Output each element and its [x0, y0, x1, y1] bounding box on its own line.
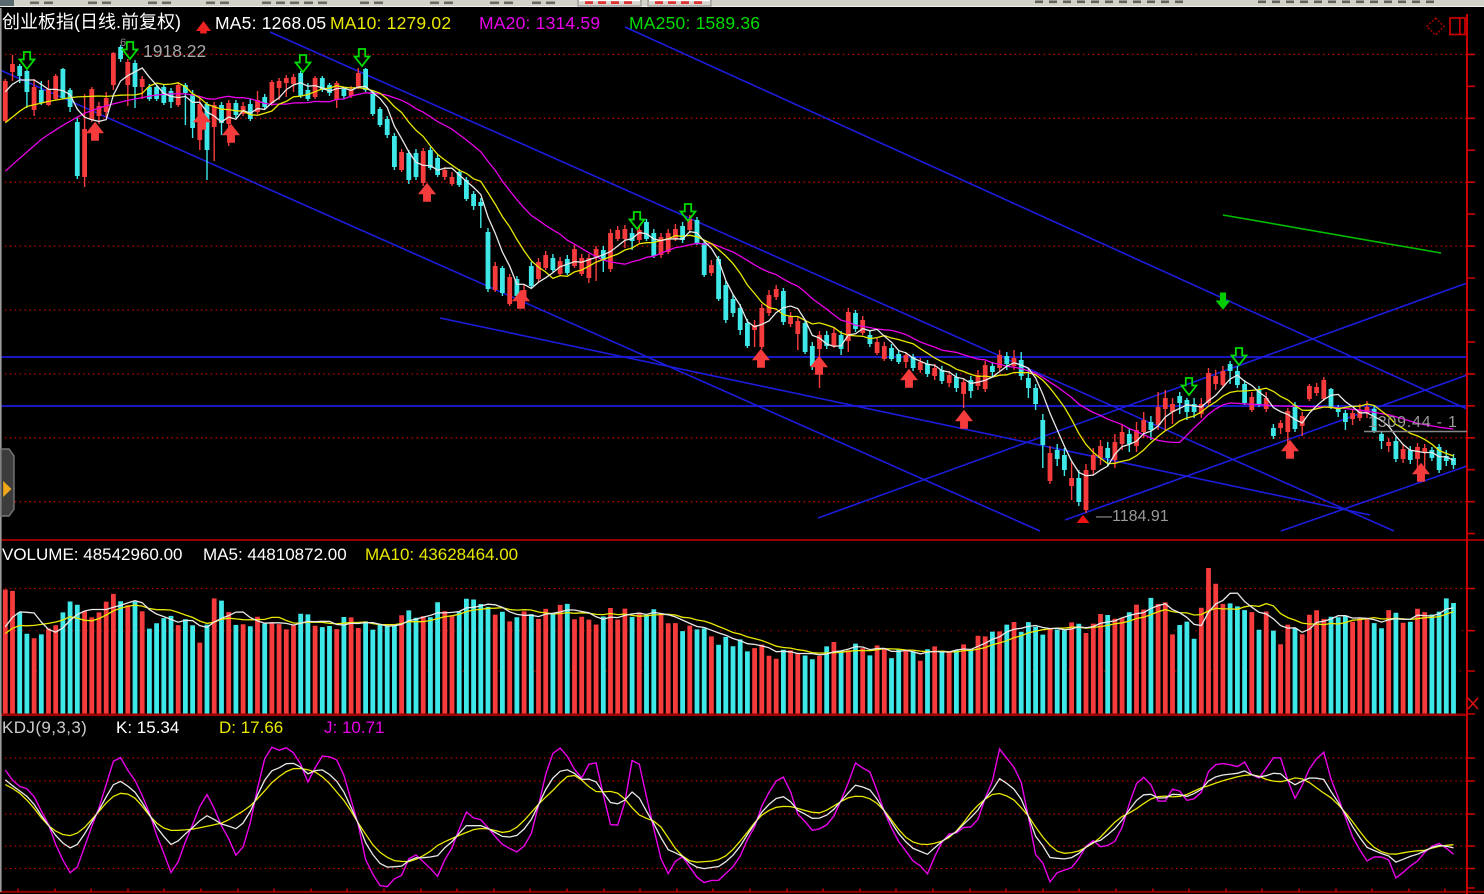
svg-text:K: 15.34: K: 15.34 — [116, 718, 179, 737]
svg-text:KDJ(9,3,3): KDJ(9,3,3) — [2, 718, 87, 737]
svg-text:1918.22: 1918.22 — [143, 41, 206, 61]
svg-text:VOLUME: 48542960.00: VOLUME: 48542960.00 — [2, 545, 183, 564]
svg-text:MA5: 44810872.00: MA5: 44810872.00 — [203, 545, 347, 564]
svg-text:MA5: 1268.05: MA5: 1268.05 — [215, 13, 326, 33]
svg-text:1309.44 - 1: 1309.44 - 1 — [1368, 414, 1458, 431]
svg-text:MA250: 1589.36: MA250: 1589.36 — [629, 13, 760, 33]
svg-text:—1184.91: —1184.91 — [1096, 508, 1169, 525]
svg-text:创业板指(日线.前复权): 创业板指(日线.前复权) — [2, 12, 181, 32]
svg-text:D: 17.66: D: 17.66 — [219, 718, 283, 737]
svg-text:MA10: 43628464.00: MA10: 43628464.00 — [365, 545, 518, 564]
svg-text:MA10: 1279.02: MA10: 1279.02 — [330, 13, 451, 33]
svg-text:MA20: 1314.59: MA20: 1314.59 — [479, 13, 600, 33]
svg-text:6: 6 — [120, 37, 126, 49]
svg-text:J: 10.71: J: 10.71 — [324, 718, 385, 737]
